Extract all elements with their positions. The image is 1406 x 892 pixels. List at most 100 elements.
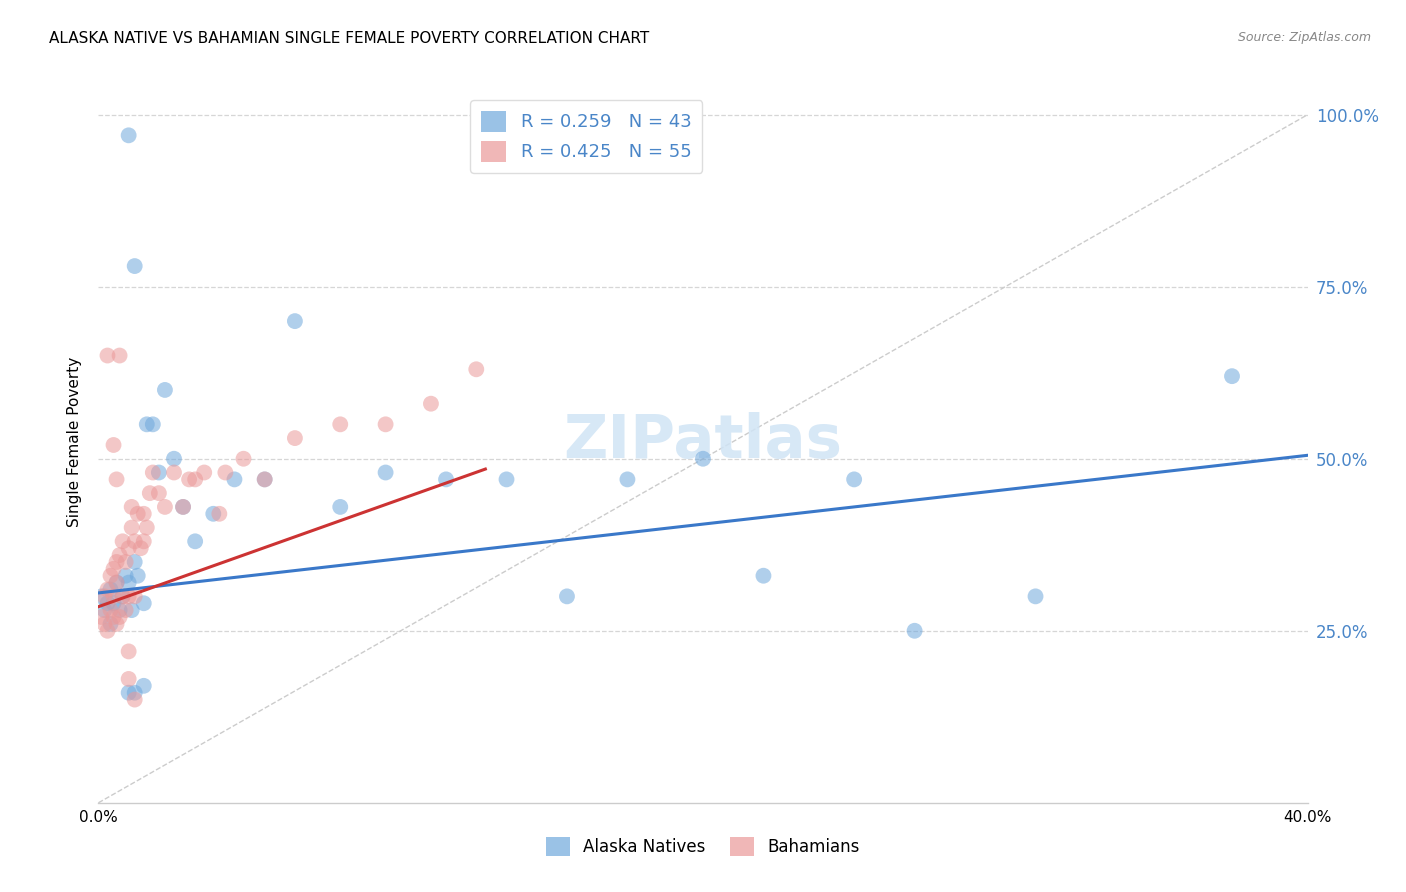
Point [495, 472, 517, 486]
Point [100, 568, 122, 582]
Point [118, 541, 141, 556]
Point [103, 596, 125, 610]
Point [108, 548, 131, 562]
Point [118, 590, 141, 604]
Point [434, 472, 457, 486]
Point [153, 500, 176, 514]
Point [108, 349, 131, 363]
Point [153, 383, 176, 397]
Point [284, 431, 307, 445]
Point [105, 472, 128, 486]
Y-axis label: Single Female Poverty: Single Female Poverty [67, 357, 83, 526]
Point [132, 679, 155, 693]
Point [752, 568, 775, 582]
Point [118, 128, 141, 143]
Point [127, 568, 149, 582]
Point [904, 624, 927, 638]
Point [124, 534, 146, 549]
Point [135, 417, 157, 432]
Point [90, 590, 112, 604]
Point [132, 596, 155, 610]
Point [103, 590, 125, 604]
Point [555, 590, 578, 604]
Point [121, 603, 143, 617]
Point [139, 486, 162, 500]
Point [93, 590, 115, 604]
Point [105, 616, 128, 631]
Point [124, 590, 146, 604]
Text: Source: ZipAtlas.com: Source: ZipAtlas.com [1237, 31, 1371, 45]
Point [105, 575, 128, 590]
Point [96, 596, 118, 610]
Point [124, 259, 146, 273]
Point [108, 603, 131, 617]
Point [1220, 369, 1243, 384]
Point [329, 500, 352, 514]
Point [124, 692, 146, 706]
Point [142, 466, 165, 480]
Point [329, 417, 352, 432]
Legend: Alaska Natives, Bahamians: Alaska Natives, Bahamians [540, 830, 866, 863]
Point [148, 466, 170, 480]
Point [118, 575, 141, 590]
Point [184, 534, 207, 549]
Point [96, 349, 118, 363]
Point [253, 472, 276, 486]
Point [96, 624, 118, 638]
Point [208, 507, 231, 521]
Point [114, 555, 136, 569]
Point [692, 451, 714, 466]
Point [118, 672, 141, 686]
Point [224, 472, 246, 486]
Point [163, 451, 186, 466]
Point [90, 610, 112, 624]
Point [124, 686, 146, 700]
Point [103, 610, 125, 624]
Point [132, 534, 155, 549]
Point [103, 562, 125, 576]
Point [465, 362, 488, 376]
Point [127, 507, 149, 521]
Point [135, 520, 157, 534]
Point [103, 438, 125, 452]
Point [142, 417, 165, 432]
Point [114, 603, 136, 617]
Text: ZIPatlas: ZIPatlas [564, 412, 842, 471]
Point [118, 644, 141, 658]
Point [284, 314, 307, 328]
Point [124, 555, 146, 569]
Point [111, 590, 134, 604]
Point [129, 541, 152, 556]
Point [93, 616, 115, 631]
Point [132, 507, 155, 521]
Point [100, 603, 122, 617]
Point [172, 500, 194, 514]
Point [121, 520, 143, 534]
Point [118, 686, 141, 700]
Point [844, 472, 866, 486]
Point [100, 616, 122, 631]
Point [121, 500, 143, 514]
Point [105, 575, 128, 590]
Point [163, 466, 186, 480]
Point [420, 397, 443, 411]
Point [202, 507, 225, 521]
Point [114, 568, 136, 582]
Point [172, 500, 194, 514]
Point [232, 451, 254, 466]
Point [179, 472, 201, 486]
Text: ALASKA NATIVE VS BAHAMIAN SINGLE FEMALE POVERTY CORRELATION CHART: ALASKA NATIVE VS BAHAMIAN SINGLE FEMALE … [49, 31, 650, 46]
Point [96, 582, 118, 597]
Point [253, 472, 276, 486]
Point [193, 466, 215, 480]
Point [111, 590, 134, 604]
Point [148, 486, 170, 500]
Point [374, 417, 396, 432]
Point [214, 466, 236, 480]
Point [374, 466, 396, 480]
Point [1024, 590, 1046, 604]
Point [184, 472, 207, 486]
Point [105, 555, 128, 569]
Point [100, 582, 122, 597]
Point [93, 603, 115, 617]
